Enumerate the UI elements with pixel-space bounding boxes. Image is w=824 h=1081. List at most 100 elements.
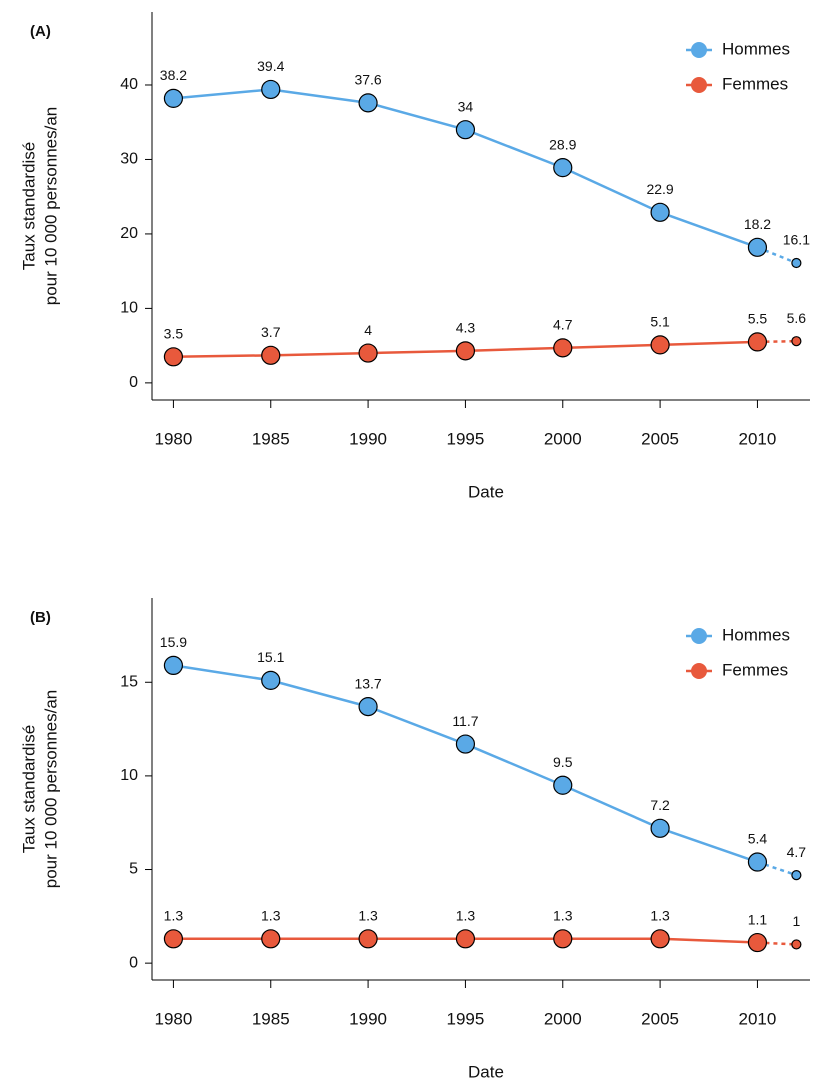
point: [163, 929, 184, 949]
x-axis-title: Date: [468, 1062, 504, 1081]
x-tick-label: 1980: [155, 429, 193, 448]
line-segment: [464, 742, 564, 787]
line-segment: [173, 354, 271, 359]
point: [791, 939, 802, 950]
y-tick-label: 0: [129, 954, 138, 971]
data-label: 1.3: [650, 908, 670, 924]
x-tick-label: 1985: [252, 1009, 290, 1028]
data-label: 11.7: [452, 713, 478, 729]
point: [791, 257, 802, 269]
y-axis-title: pour 10 000 personnes/an: [41, 107, 60, 306]
x-tick-label: 1990: [349, 1009, 387, 1028]
line-segment: [367, 705, 466, 746]
data-label: 5.6: [787, 310, 807, 326]
data-label: 1.3: [358, 908, 378, 924]
data-label: 22.9: [646, 181, 673, 197]
data-label: 4.7: [553, 317, 573, 333]
point: [358, 697, 378, 717]
data-label: 28.9: [549, 136, 576, 152]
point: [747, 932, 768, 953]
point: [163, 347, 184, 367]
line-segment: [367, 101, 466, 131]
point: [553, 775, 573, 795]
data-label: 15.1: [257, 649, 284, 665]
x-tick-label: 2005: [641, 1009, 679, 1028]
point: [358, 93, 378, 113]
point: [261, 670, 281, 690]
point: [455, 734, 476, 754]
point: [358, 929, 378, 949]
data-label: 9.5: [553, 754, 573, 770]
line-segment: [368, 349, 466, 355]
data-label: 1.1: [748, 911, 768, 927]
point: [163, 88, 184, 108]
y-tick-label: 40: [120, 76, 138, 93]
data-label: 4.3: [456, 320, 476, 336]
data-label: 1.3: [553, 908, 573, 924]
x-tick-label: 2010: [739, 1009, 777, 1028]
point: [455, 341, 476, 361]
point: [747, 237, 768, 257]
panel-label: (A): [30, 23, 51, 40]
point: [553, 929, 573, 949]
data-label: 16.1: [783, 232, 810, 248]
point: [261, 79, 281, 100]
y-axis-title: pour 10 000 personnes/an: [41, 690, 60, 889]
point: [553, 338, 573, 358]
data-label: 3.5: [164, 326, 184, 342]
data-label: 5.4: [748, 831, 768, 847]
line-segment: [659, 211, 758, 249]
y-axis-title: Taux standardisé: [19, 142, 38, 271]
x-tick-label: 1990: [349, 429, 387, 448]
legend-marker: [691, 77, 707, 93]
line-segment: [757, 860, 797, 877]
y-tick-label: 20: [120, 225, 138, 242]
x-tick-label: 1985: [252, 429, 290, 448]
line-segment: [757, 941, 797, 946]
line-segment: [464, 128, 564, 169]
legend-marker: [691, 663, 707, 679]
y-tick-label: 15: [120, 673, 138, 690]
legend-marker: [691, 42, 707, 58]
line-segment: [173, 88, 271, 100]
line-segment: [562, 784, 661, 830]
line-segment: [465, 346, 563, 353]
data-label: 1: [792, 913, 800, 929]
line-segment: [173, 664, 271, 682]
y-tick-label: 5: [129, 861, 138, 878]
x-axis-title: Date: [468, 482, 504, 501]
point: [553, 158, 573, 178]
line-segment: [757, 339, 797, 344]
y-tick-label: 10: [120, 300, 138, 317]
data-label: 4.7: [787, 844, 807, 860]
data-label: 38.2: [160, 67, 187, 83]
x-tick-label: 1995: [447, 1009, 485, 1028]
line-segment: [562, 343, 661, 350]
point: [455, 929, 476, 949]
y-axis-title: Taux standardisé: [19, 725, 38, 854]
data-label: 7.2: [650, 797, 670, 813]
point: [455, 120, 476, 140]
y-tick-label: 10: [120, 767, 138, 784]
line-segment: [270, 679, 369, 708]
y-tick-label: 0: [129, 374, 138, 391]
line-segment: [660, 937, 758, 944]
x-tick-label: 2005: [641, 429, 679, 448]
x-tick-label: 2000: [544, 1009, 582, 1028]
data-label: 34: [458, 98, 474, 114]
data-label: 39.4: [257, 58, 284, 74]
legend-label: Hommes: [722, 625, 790, 644]
point: [747, 332, 768, 352]
legend-label: Femmes: [722, 74, 788, 93]
legend-marker: [691, 628, 707, 644]
data-label: 18.2: [744, 216, 771, 232]
data-label: 15.9: [160, 634, 187, 650]
point: [358, 343, 378, 363]
data-label: 1.3: [261, 908, 281, 924]
point: [650, 818, 670, 838]
data-label: 5.1: [650, 314, 670, 330]
line-segment: [270, 351, 369, 357]
data-label: 1.3: [164, 908, 184, 924]
point: [747, 852, 768, 872]
